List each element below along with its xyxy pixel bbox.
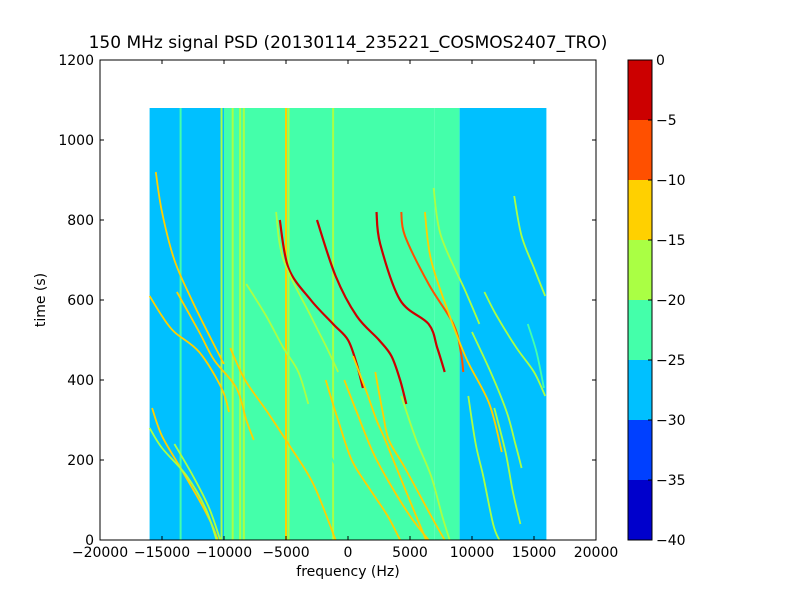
doppler-track-25 [526, 323, 545, 389]
doppler-track-1 [315, 219, 408, 405]
colorbar-tick-label: −25 [656, 353, 686, 369]
colorbar-tick-label: −5 [656, 113, 677, 129]
psd-region-1 [224, 108, 435, 540]
x-tick-label: 10000 [450, 545, 495, 561]
chart-title: 150 MHz signal PSD (20130114_235221_COSM… [89, 33, 608, 53]
colorbar-tick-label: −40 [656, 533, 686, 549]
colorbar-tick-label: −30 [656, 413, 686, 429]
psd-region-0 [149, 108, 224, 540]
y-tick-label: 200 [67, 453, 94, 469]
x-tick-label: 20000 [574, 545, 619, 561]
doppler-track-5 [343, 379, 430, 541]
x-tick-label: 0 [344, 545, 353, 561]
doppler-track-11 [154, 171, 225, 365]
x-tick-label: −10000 [196, 545, 252, 561]
colorbar-tick-label: 0 [656, 53, 665, 69]
doppler-track-16 [245, 283, 310, 405]
doppler-track-22 [467, 395, 501, 541]
psd-region-2 [434, 108, 460, 540]
doppler-track-9 [176, 291, 255, 441]
y-tick-label: 1000 [58, 133, 94, 149]
colorbar-bin-4 [628, 240, 652, 300]
doppler-track-15 [148, 427, 218, 541]
x-axis-label: frequency (Hz) [296, 564, 399, 580]
doppler-track-4 [324, 379, 401, 541]
colorbar-bin-1 [628, 420, 652, 480]
colorbar-tick-label: −15 [656, 233, 686, 249]
doppler-track-13 [229, 347, 337, 541]
doppler-track-7 [374, 371, 446, 541]
colorbar-bin-0 [628, 480, 652, 540]
heatmap-layer [148, 108, 547, 541]
x-tick-label: −15000 [134, 545, 190, 561]
doppler-track-26 [303, 411, 372, 541]
y-axis: 0 200 400 600 800 1000 1200 [58, 53, 596, 549]
doppler-track-19 [471, 331, 523, 469]
doppler-track-6 [352, 355, 427, 541]
doppler-track-23 [400, 395, 451, 541]
doppler-track-21 [513, 195, 547, 297]
psd-region-3 [459, 108, 547, 540]
y-axis-label: time (s) [33, 273, 49, 327]
colorbar-bin-3 [628, 300, 652, 360]
x-tick-label: 5000 [392, 545, 428, 561]
x-tick-label: 15000 [512, 545, 557, 561]
colorbar-bin-2 [628, 360, 652, 420]
y-tick-label: 0 [85, 533, 94, 549]
colorbar-tick-label: −10 [656, 173, 686, 189]
y-tick-label: 800 [67, 213, 94, 229]
doppler-track-3 [400, 211, 465, 373]
doppler-track-24 [493, 407, 522, 525]
y-tick-label: 400 [67, 373, 94, 389]
colorbar-bin-6 [628, 120, 652, 180]
doppler-track-2 [375, 211, 446, 373]
colorbar-tick-label: −20 [656, 293, 686, 309]
colorbar-bin-5 [628, 180, 652, 240]
doppler-track-14 [275, 211, 339, 373]
doppler-track-18 [432, 187, 481, 325]
x-axis: −20000 −15000 −10000 −5000 0 5000 10000 15000 20… [72, 60, 618, 561]
colorbar-bin-7 [628, 60, 652, 120]
doppler-track-17 [173, 443, 222, 541]
x-tick-label: −20000 [72, 545, 128, 561]
doppler-track-8 [424, 211, 503, 453]
colorbar: 0 −5 −10 −15 −20 −25 −30 −35 −40 [627, 53, 686, 549]
x-tick-label: −5000 [262, 545, 309, 561]
y-tick-label: 1200 [58, 53, 94, 69]
doppler-track-10 [148, 295, 230, 413]
y-tick-label: 600 [67, 293, 94, 309]
doppler-track-20 [483, 291, 547, 397]
colorbar-tick-label: −35 [656, 473, 686, 489]
